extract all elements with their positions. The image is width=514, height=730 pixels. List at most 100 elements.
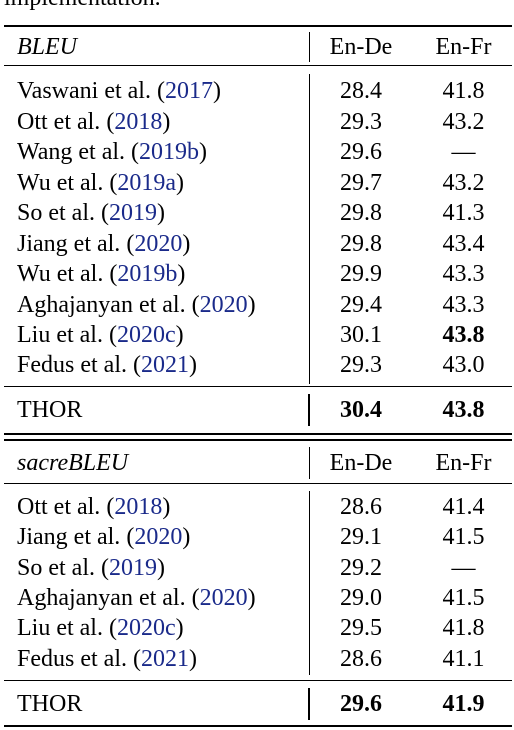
metric-header: sacreBLEU — [17, 450, 129, 476]
column-separator — [309, 447, 310, 479]
column-header-en-de: En-De — [329, 34, 393, 60]
citation-year-link[interactable]: 2019 — [109, 555, 157, 581]
column-separator — [309, 491, 310, 675]
table-row: So et al. (2019) 29.2 — — [0, 553, 514, 584]
table-row: Liu et al. (2020c) 29.5 41.8 — [0, 613, 514, 644]
score-en-fr: 43.4 — [442, 231, 485, 257]
column-separator — [308, 394, 310, 426]
score-en-de: 28.6 — [340, 646, 382, 672]
citation[interactable]: Jiang et al. (2020) — [17, 231, 191, 257]
method-name: THOR — [17, 691, 83, 717]
top-rule — [4, 25, 512, 27]
table-row: Aghajanyan et al. (2020) 29.0 41.5 — [0, 583, 514, 614]
column-separator — [309, 74, 310, 384]
table-row: So et al. (2019) 29.8 41.3 — [0, 198, 514, 229]
score-en-de: 29.1 — [340, 524, 382, 550]
citation[interactable]: So et al. (2019) — [17, 200, 165, 226]
score-en-de: 29.8 — [340, 200, 382, 226]
citation[interactable]: Aghajanyan et al. (2020) — [17, 585, 256, 611]
citation-year-link[interactable]: 2019b — [139, 139, 200, 165]
citation-year-link[interactable]: 2019b — [117, 261, 178, 287]
score-en-fr: — — [451, 139, 476, 165]
score-en-fr-best: 43.8 — [442, 322, 485, 348]
citation[interactable]: Ott et al. (2018) — [17, 494, 171, 520]
citation-year-link[interactable]: 2019 — [109, 200, 157, 226]
score-en-de: 29.8 — [340, 231, 382, 257]
table-row: Jiang et al. (2020) 29.8 43.4 — [0, 229, 514, 260]
score-en-fr: 43.2 — [442, 170, 485, 196]
citation[interactable]: Jiang et al. (2020) — [17, 524, 191, 550]
score-en-fr: — — [451, 555, 476, 581]
score-en-de: 29.3 — [340, 109, 382, 135]
mid-rule — [4, 680, 512, 681]
table-row: Fedus et al. (2021) 28.6 41.1 — [0, 644, 514, 675]
score-en-fr: 41.5 — [442, 524, 485, 550]
citation[interactable]: Liu et al. (2020c) — [17, 615, 184, 641]
citation-year-link[interactable]: 2020 — [199, 585, 248, 611]
citation-year-link[interactable]: 2020 — [134, 231, 183, 257]
column-header-en-fr: En-Fr — [435, 450, 492, 476]
citation-year-link[interactable]: 2019a — [117, 170, 176, 196]
score-en-fr: 43.2 — [442, 109, 485, 135]
citation[interactable]: Aghajanyan et al. (2020) — [17, 292, 256, 318]
citation[interactable]: Ott et al. (2018) — [17, 109, 171, 135]
table-row: Wu et al. (2019b) 29.9 43.3 — [0, 259, 514, 290]
citation[interactable]: Liu et al. (2020c) — [17, 322, 184, 348]
score-en-de-best: 30.4 — [340, 397, 382, 423]
citation-year-link[interactable]: 2020 — [199, 292, 248, 318]
citation[interactable]: Wu et al. (2019a) — [17, 170, 184, 196]
score-en-de: 29.7 — [340, 170, 382, 196]
citation[interactable]: So et al. (2019) — [17, 555, 165, 581]
score-en-fr: 41.8 — [442, 78, 485, 104]
citation-year-link[interactable]: 2018 — [114, 109, 163, 135]
citation[interactable]: Vaswani et al. (2017) — [17, 78, 221, 104]
table-row: Ott et al. (2018) 29.3 43.2 — [0, 107, 514, 138]
score-en-de: 29.6 — [340, 139, 382, 165]
citation-year-link[interactable]: 2018 — [114, 494, 163, 520]
score-en-de: 29.3 — [340, 352, 382, 378]
citation-year-link[interactable]: 2021 — [140, 352, 189, 378]
score-en-de: 28.4 — [340, 78, 382, 104]
bottom-rule — [4, 725, 512, 727]
mid-rule — [4, 386, 512, 387]
score-en-de: 29.0 — [340, 585, 382, 611]
score-en-fr: 41.4 — [442, 494, 485, 520]
score-en-de: 30.1 — [340, 322, 382, 348]
score-en-fr-best: 43.8 — [442, 397, 485, 423]
metric-header: BLEU — [17, 34, 77, 60]
table-row: Vaswani et al. (2017) 28.4 41.8 — [0, 76, 514, 107]
header-rule — [4, 483, 512, 484]
citation-year-link[interactable]: 2021 — [140, 646, 189, 672]
table-row: Wu et al. (2019a) 29.7 43.2 — [0, 168, 514, 199]
score-en-de: 28.6 — [340, 494, 382, 520]
method-name: THOR — [17, 397, 83, 423]
score-en-de-best: 29.6 — [340, 691, 382, 717]
citation-year-link[interactable]: 2020c — [116, 322, 176, 348]
header-row-bleu: BLEU En-De En-Fr — [0, 32, 514, 63]
citation[interactable]: Wu et al. (2019b) — [17, 261, 186, 287]
score-en-fr: 41.3 — [442, 200, 485, 226]
score-en-de: 29.9 — [340, 261, 382, 287]
score-en-fr: 41.1 — [442, 646, 485, 672]
citation-year-link[interactable]: 2017 — [164, 78, 213, 104]
score-en-de: 29.2 — [340, 555, 382, 581]
citation[interactable]: Fedus et al. (2021) — [17, 646, 197, 672]
citation[interactable]: Wang et al. (2019b) — [17, 139, 208, 165]
citation-year-link[interactable]: 2020 — [134, 524, 183, 550]
column-header-en-fr: En-Fr — [435, 34, 492, 60]
table-row: Wang et al. (2019b) 29.6 — — [0, 137, 514, 168]
table-row: Ott et al. (2018) 28.6 41.4 — [0, 492, 514, 523]
score-en-de: 29.5 — [340, 615, 382, 641]
ours-row: THOR 30.4 43.8 — [0, 395, 514, 426]
score-en-fr: 43.0 — [442, 352, 485, 378]
table-row: Fedus et al. (2021) 29.3 43.0 — [0, 350, 514, 381]
score-en-fr: 43.3 — [442, 261, 485, 287]
citation[interactable]: Fedus et al. (2021) — [17, 352, 197, 378]
score-en-fr: 43.3 — [442, 292, 485, 318]
ours-row: THOR 29.6 41.9 — [0, 689, 514, 720]
score-en-de: 29.4 — [340, 292, 382, 318]
column-header-en-de: En-De — [329, 450, 393, 476]
table-row: Aghajanyan et al. (2020) 29.4 43.3 — [0, 290, 514, 321]
citation-year-link[interactable]: 2020c — [116, 615, 176, 641]
score-en-fr: 41.8 — [442, 615, 485, 641]
